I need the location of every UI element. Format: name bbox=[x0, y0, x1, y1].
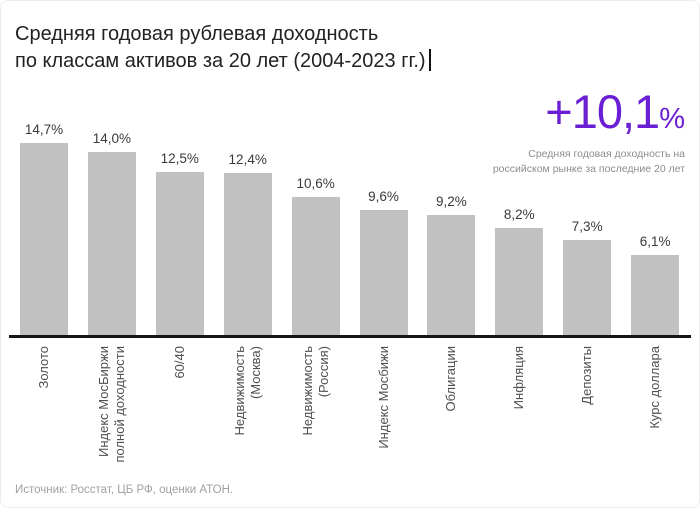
bar-value-label: 14,7% bbox=[24, 122, 64, 137]
category-label: Облигации bbox=[443, 346, 459, 412]
bar-value-label: 9,6% bbox=[368, 189, 399, 204]
bar bbox=[359, 210, 408, 335]
highlight-caption-line1: Средняя годовая доходность на bbox=[528, 148, 685, 160]
bar-value-label: 6,1% bbox=[639, 234, 671, 249]
bar-value-label: 7,3% bbox=[571, 219, 603, 234]
bar-value-label: 8,2% bbox=[503, 207, 535, 222]
bar bbox=[427, 215, 476, 335]
category-label: Депозиты bbox=[579, 346, 595, 405]
bar bbox=[87, 152, 136, 335]
category-label: (Россия) bbox=[315, 346, 331, 398]
highlight-caption: Средняя годовая доходность на российском… bbox=[493, 147, 685, 177]
category-label: Инфляция bbox=[511, 346, 527, 410]
category-label: (Москва) bbox=[247, 346, 263, 400]
bar bbox=[223, 173, 272, 335]
bar bbox=[155, 172, 204, 335]
source-note: Источник: Росстат, ЦБ РФ, оценки АТОН. bbox=[15, 484, 234, 496]
bar bbox=[20, 143, 68, 335]
category-label: Индекс Мосбижи bbox=[375, 346, 391, 449]
category-label: Индекс МосБиржи bbox=[95, 346, 111, 457]
bar bbox=[495, 228, 544, 335]
bar-value-label: 12,4% bbox=[228, 152, 267, 167]
highlight-number: +10,1 bbox=[545, 85, 660, 138]
category-label: Золото bbox=[36, 346, 51, 389]
highlight-caption-line2: российском рынке за последние 20 лет bbox=[492, 163, 685, 175]
category-label: 60/40 bbox=[171, 346, 187, 379]
bar-value-label: 14,0% bbox=[92, 131, 132, 146]
page-title-line1: Средняя годовая рублевая доходность bbox=[15, 23, 379, 45]
category-label: Недвижимость bbox=[231, 346, 247, 436]
category-label: Недвижимость bbox=[299, 346, 315, 436]
highlight-value: +10,1% bbox=[545, 87, 685, 137]
page-title-line2: по классам активов за 20 лет (2004-2023 … bbox=[15, 48, 431, 75]
bar-value-label: 9,2% bbox=[436, 194, 467, 209]
bar-value-label: 10,6% bbox=[296, 176, 335, 191]
bar-value-label: 12,5% bbox=[160, 151, 199, 166]
bar bbox=[291, 197, 340, 335]
bar bbox=[563, 240, 612, 335]
highlight-percent-sign: % bbox=[659, 103, 685, 135]
category-label: Курс доллара bbox=[647, 346, 663, 429]
text-cursor bbox=[428, 49, 431, 71]
bar bbox=[631, 255, 680, 335]
axis-line bbox=[9, 335, 691, 338]
page-title: Средняя годовая рублевая доходность по к… bbox=[15, 21, 431, 75]
category-label: полной доходности bbox=[111, 346, 127, 463]
